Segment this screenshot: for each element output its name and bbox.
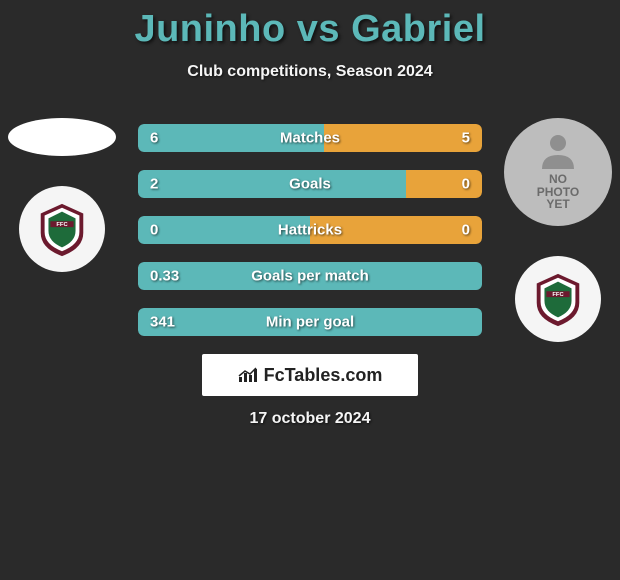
vs-word: vs (297, 8, 340, 50)
player-left-club-badge: FFC (19, 186, 105, 272)
stat-label: Hattricks (138, 222, 482, 239)
svg-text:FFC: FFC (552, 292, 564, 298)
stat-row: Goals per match0.33 (138, 262, 482, 290)
stat-row: Goals2 0 (138, 170, 482, 198)
fluminense-crest-icon: FFC (529, 270, 587, 328)
left-avatar-column: FFC (8, 118, 116, 272)
stat-value-right: 0 (462, 222, 470, 239)
bar-chart-icon (238, 367, 260, 383)
no-photo-line-1: NO (549, 173, 567, 186)
comparison-date: 17 october 2024 (0, 410, 620, 428)
player-left-avatar (8, 118, 116, 156)
stat-row: Hattricks0 0 (138, 216, 482, 244)
stat-value-left: 6 (150, 130, 158, 147)
stat-value-left: 341 (150, 314, 175, 331)
stat-row: Min per goal341 (138, 308, 482, 336)
stat-label: Goals per match (138, 268, 482, 285)
stat-value-left: 2 (150, 176, 158, 193)
stat-label: Matches (138, 130, 482, 147)
comparison-title: Juninho vs Gabriel (0, 0, 620, 51)
stat-label: Min per goal (138, 314, 482, 331)
attribution-text: FcTables.com (264, 365, 383, 386)
stat-bars-container: Matches65Goals20Hattricks00Goals per mat… (138, 124, 482, 336)
comparison-subtitle: Club competitions, Season 2024 (0, 63, 620, 81)
player-right-club-badge: FFC (515, 256, 601, 342)
player-right-avatar-placeholder: NO PHOTO YET (504, 118, 612, 226)
stat-label: Goals (138, 176, 482, 193)
player-left-name: Juninho (134, 8, 285, 50)
svg-text:FFC: FFC (56, 222, 68, 228)
right-avatar-column: NO PHOTO YET FFC (504, 118, 612, 342)
no-photo-line-3: YET (546, 198, 569, 211)
stat-value-right: 5 (462, 130, 470, 147)
player-right-name: Gabriel (351, 8, 485, 50)
attribution-badge: FcTables.com (202, 354, 418, 396)
fluminense-crest-icon: FFC (33, 200, 91, 258)
stat-value-left: 0 (150, 222, 158, 239)
person-silhouette-icon (536, 133, 580, 169)
stat-value-left: 0.33 (150, 268, 179, 285)
stat-row: Matches6 5 (138, 124, 482, 152)
stat-value-right: 0 (462, 176, 470, 193)
